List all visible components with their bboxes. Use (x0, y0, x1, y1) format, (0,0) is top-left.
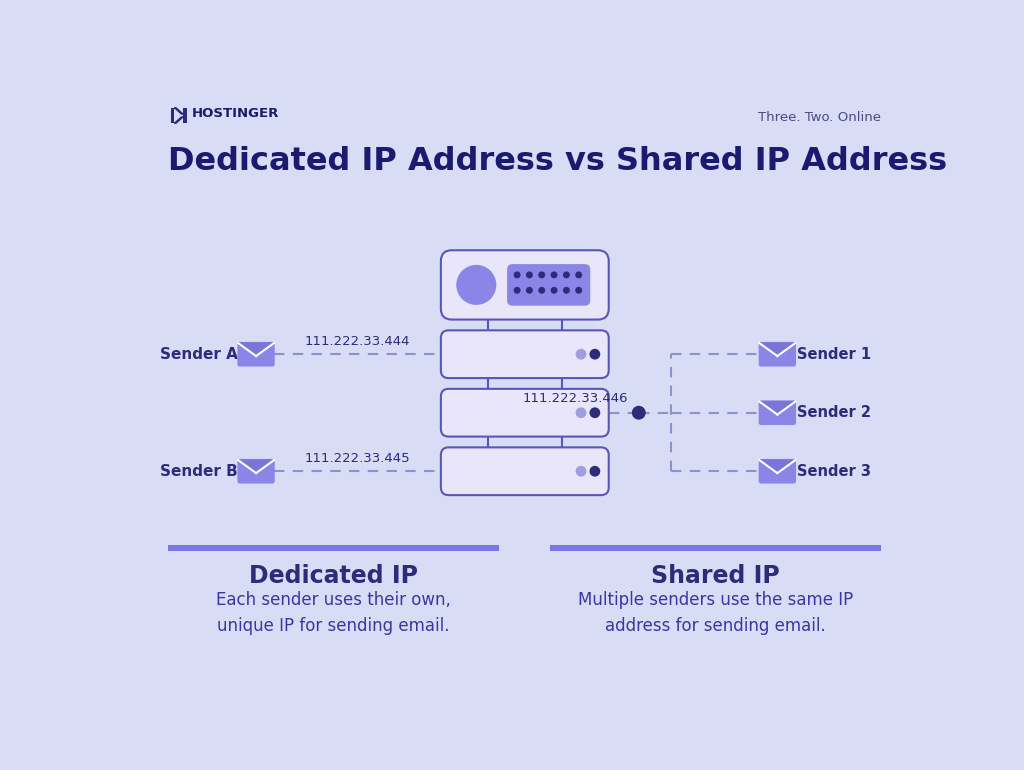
Circle shape (590, 466, 600, 477)
FancyBboxPatch shape (759, 459, 796, 484)
Text: Each sender uses their own,
unique IP for sending email.: Each sender uses their own, unique IP fo… (216, 591, 451, 635)
Text: Multiple senders use the same IP
address for sending email.: Multiple senders use the same IP address… (579, 591, 853, 635)
Text: 111.222.33.444: 111.222.33.444 (305, 335, 411, 348)
Bar (183, 108, 186, 123)
Polygon shape (174, 117, 183, 123)
FancyBboxPatch shape (441, 330, 608, 378)
Circle shape (539, 286, 545, 293)
Polygon shape (760, 343, 796, 356)
FancyBboxPatch shape (238, 459, 274, 484)
FancyBboxPatch shape (238, 342, 274, 367)
Circle shape (551, 286, 557, 293)
Polygon shape (760, 460, 796, 473)
FancyBboxPatch shape (507, 264, 590, 306)
Circle shape (575, 286, 583, 293)
Circle shape (590, 407, 600, 418)
Text: Shared IP: Shared IP (651, 564, 780, 588)
Text: Dedicated IP Address vs Shared IP Address: Dedicated IP Address vs Shared IP Addres… (168, 146, 946, 177)
Text: Sender A: Sender A (160, 346, 238, 362)
Text: Three. Two. Online: Three. Two. Online (759, 111, 882, 123)
Circle shape (514, 271, 520, 278)
Bar (171, 108, 174, 123)
Circle shape (575, 407, 587, 418)
Text: Sender B: Sender B (160, 464, 238, 479)
Text: Sender 2: Sender 2 (797, 405, 871, 420)
Bar (168, 545, 499, 551)
Circle shape (526, 271, 532, 278)
Circle shape (575, 466, 587, 477)
Text: 111.222.33.446: 111.222.33.446 (522, 392, 628, 405)
Text: Dedicated IP: Dedicated IP (249, 564, 418, 588)
Text: Sender 3: Sender 3 (797, 464, 871, 479)
Circle shape (526, 286, 532, 293)
Text: Sender 1: Sender 1 (797, 346, 871, 362)
Text: HOSTINGER: HOSTINGER (193, 108, 280, 120)
FancyBboxPatch shape (759, 400, 796, 425)
Polygon shape (239, 460, 274, 473)
Circle shape (575, 349, 587, 360)
FancyBboxPatch shape (759, 342, 796, 367)
Circle shape (539, 271, 545, 278)
Polygon shape (239, 343, 274, 356)
Circle shape (632, 406, 646, 420)
Polygon shape (760, 402, 796, 414)
Circle shape (563, 286, 569, 293)
FancyBboxPatch shape (441, 250, 608, 320)
Circle shape (575, 271, 583, 278)
Circle shape (590, 349, 600, 360)
Circle shape (514, 286, 520, 293)
Bar (550, 545, 882, 551)
Circle shape (457, 265, 497, 305)
Circle shape (551, 271, 557, 278)
Text: 111.222.33.445: 111.222.33.445 (305, 452, 411, 465)
FancyBboxPatch shape (441, 447, 608, 495)
Circle shape (563, 271, 569, 278)
Polygon shape (174, 108, 183, 114)
FancyBboxPatch shape (441, 389, 608, 437)
